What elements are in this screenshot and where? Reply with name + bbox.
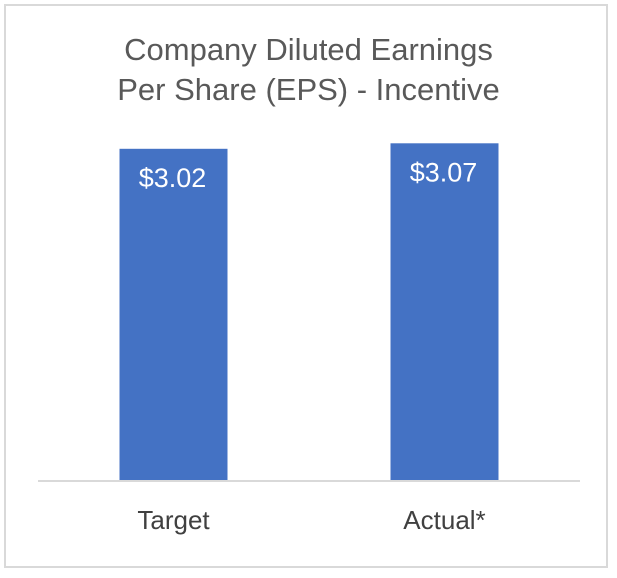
chart-title-line-1: Company Diluted Earnings: [124, 32, 493, 67]
data-label-actual: $3.07: [410, 157, 478, 187]
chart-title-line-2: Per Share (EPS) - Incentive: [117, 72, 500, 107]
chart-title: Company Diluted Earnings Per Share (EPS)…: [0, 30, 617, 110]
data-label-target: $3.02: [139, 163, 207, 193]
bar-target: [119, 148, 228, 482]
bar-actual: [390, 143, 499, 482]
chart-frame: [4, 4, 608, 568]
x-tick-label-target: Target: [137, 505, 210, 535]
x-tick-label-actual: Actual*: [403, 505, 485, 535]
